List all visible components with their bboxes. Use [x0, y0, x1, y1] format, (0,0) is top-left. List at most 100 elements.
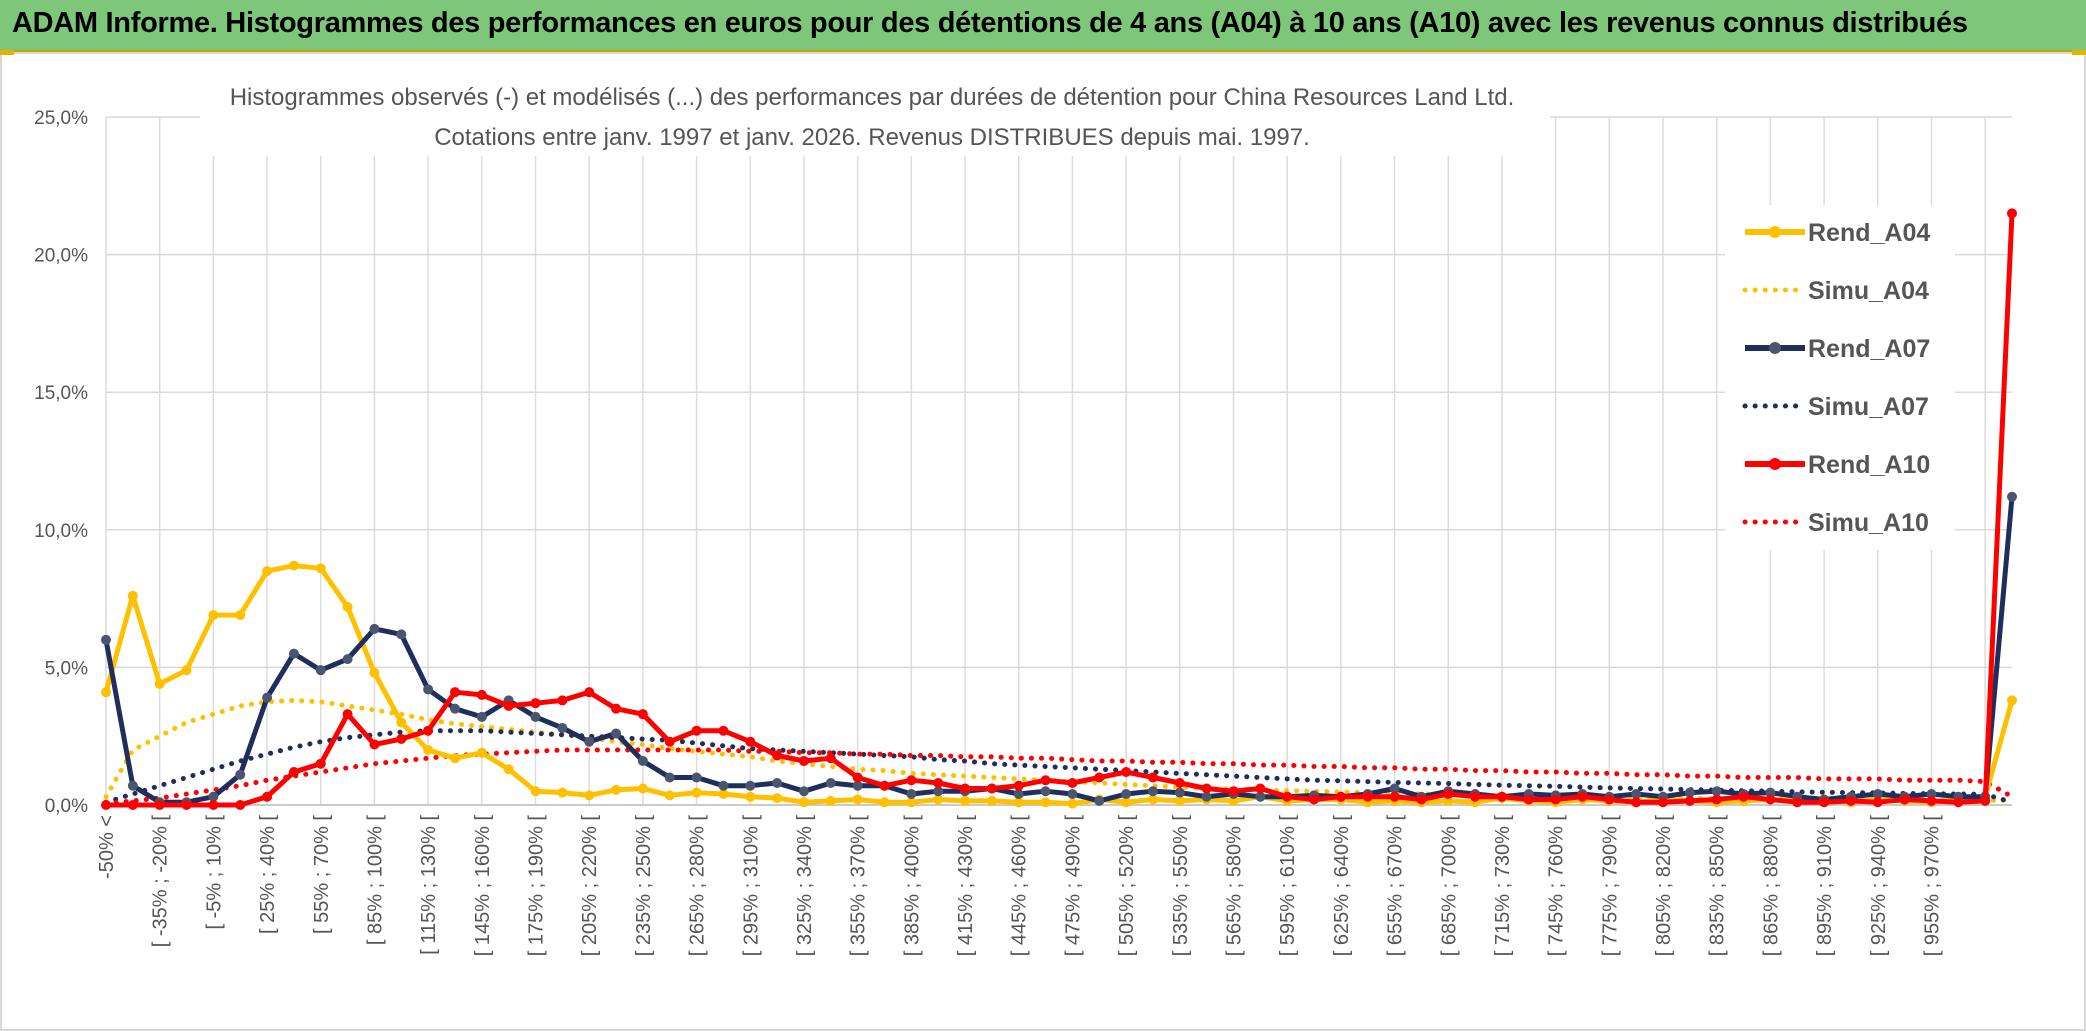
data-point-Rend_A07 [1174, 787, 1185, 798]
data-point-Rend_A07 [1040, 786, 1051, 797]
data-point-Rend_A10 [798, 755, 809, 766]
data-point-Rend_A10 [1926, 795, 1937, 806]
x-tick-label: [ 685% ; 700% [ [1438, 815, 1460, 957]
data-point-Rend_A10 [1899, 794, 1910, 805]
data-point-Rend_A10 [745, 736, 756, 747]
data-point-Rend_A10 [691, 725, 702, 736]
data-point-Rend_A04 [423, 744, 434, 755]
data-point-Rend_A10 [852, 772, 863, 783]
data-point-Rend_A04 [852, 794, 863, 805]
data-point-Rend_A04 [745, 791, 756, 802]
data-point-Rend_A10 [879, 780, 890, 791]
x-tick-label: [ 265% ; 280% [ [687, 815, 709, 957]
data-point-Rend_A07 [127, 780, 138, 791]
data-point-Rend_A07 [745, 780, 756, 791]
data-point-Rend_A10 [1470, 791, 1481, 802]
data-point-Rend_A10 [1845, 795, 1856, 806]
data-point-Rend_A10 [1255, 783, 1266, 794]
data-point-Rend_A07 [1684, 787, 1695, 798]
data-point-Rend_A10 [235, 800, 246, 810]
y-axis-ticks: 0,0% 5,0% 10,0% 15,0% 20,0% 25,0% [34, 108, 88, 817]
x-tick-label: [ -5% ; 10% [ [203, 815, 225, 930]
data-point-Rend_A10 [825, 753, 836, 764]
x-tick-label: [ 25% ; 40% [ [257, 815, 279, 934]
data-point-Rend_A07 [530, 711, 541, 722]
legend-marker-Rend_A10 [1769, 458, 1781, 470]
data-point-Rend_A10 [986, 783, 997, 794]
data-point-Rend_A10 [1416, 794, 1427, 805]
data-point-Rend_A07 [637, 755, 648, 766]
data-point-Rend_A04 [369, 667, 380, 678]
data-point-Rend_A07 [1389, 783, 1400, 794]
data-point-Rend_A07 [1872, 788, 1883, 799]
data-point-Rend_A10 [1013, 780, 1024, 791]
data-point-Rend_A10 [1953, 797, 1964, 808]
legend-label: Rend_A04 [1808, 219, 1930, 247]
data-point-Rend_A10 [1496, 791, 1507, 802]
x-tick-label: [ 235% ; 250% [ [633, 815, 655, 957]
data-point-Rend_A07 [1765, 787, 1776, 798]
data-point-Rend_A04 [262, 566, 273, 577]
data-point-Rend_A07 [262, 692, 273, 703]
data-point-Rend_A07 [235, 769, 246, 780]
data-point-Rend_A10 [664, 736, 675, 747]
data-point-Rend_A10 [1309, 794, 1320, 805]
x-tick-label: [ 955% ; 970% [ [1921, 815, 1943, 957]
data-point-Rend_A07 [1067, 788, 1078, 799]
data-point-Rend_A10 [1147, 772, 1158, 783]
data-point-Rend_A04 [101, 687, 111, 698]
data-point-Rend_A04 [396, 717, 407, 728]
data-point-Rend_A10 [1684, 795, 1695, 806]
chart-series [101, 208, 2017, 810]
data-point-Rend_A10 [1282, 791, 1293, 802]
data-point-Rend_A07 [101, 634, 111, 645]
data-point-Rend_A10 [476, 689, 487, 700]
x-tick-label: [ 835% ; 850% [ [1707, 815, 1729, 957]
data-point-Rend_A04 [1067, 798, 1078, 809]
data-point-Rend_A04 [1147, 794, 1158, 805]
x-tick-label: [ 565% ; 580% [ [1223, 815, 1245, 957]
legend-marker-Rend_A07 [1769, 342, 1781, 354]
data-point-Rend_A04 [449, 753, 460, 764]
data-point-Rend_A10 [530, 698, 541, 709]
y-tick-label: 25,0% [34, 108, 88, 129]
data-point-Rend_A10 [127, 800, 138, 810]
data-point-Rend_A07 [2007, 491, 2017, 502]
data-point-Rend_A04 [1174, 795, 1185, 806]
data-point-Rend_A10 [637, 709, 648, 720]
report-title: ADAM Informe. Histogrammes des performan… [12, 7, 1968, 39]
data-point-Rend_A04 [2007, 695, 2017, 706]
x-tick-label: [ 715% ; 730% [ [1492, 815, 1514, 957]
data-point-Rend_A04 [557, 787, 568, 798]
data-point-Rend_A10 [960, 783, 971, 794]
data-point-Rend_A04 [986, 795, 997, 806]
x-tick-label: [ 175% ; 190% [ [526, 815, 548, 957]
chart-title-background [200, 80, 1550, 156]
data-point-Rend_A07 [1711, 786, 1722, 797]
data-point-Rend_A04 [611, 784, 622, 795]
data-point-Rend_A04 [798, 797, 809, 808]
data-point-Rend_A10 [1577, 791, 1588, 802]
chart-subtitle: Cotations entre janv. 1997 et janv. 2026… [434, 124, 1310, 151]
data-point-Rend_A10 [423, 725, 434, 736]
x-tick-label: [ 415% ; 430% [ [955, 815, 977, 957]
data-point-Rend_A07 [1013, 788, 1024, 799]
y-tick-label: 15,0% [34, 383, 88, 404]
data-point-Rend_A10 [1228, 786, 1239, 797]
data-point-Rend_A07 [208, 791, 219, 802]
x-tick-label: [ 805% ; 820% [ [1653, 815, 1675, 957]
x-tick-label: [ 475% ; 490% [ [1062, 815, 1084, 957]
data-point-Rend_A04 [235, 610, 246, 621]
x-tick-label: [ 625% ; 640% [ [1331, 815, 1353, 957]
data-point-Rend_A07 [852, 780, 863, 791]
data-point-Rend_A10 [1362, 791, 1373, 802]
data-point-Rend_A10 [1040, 775, 1051, 786]
data-point-Rend_A07 [611, 728, 622, 739]
data-point-Rend_A04 [664, 790, 675, 801]
data-point-Rend_A10 [1174, 777, 1185, 788]
data-point-Rend_A10 [718, 725, 729, 736]
data-point-Rend_A07 [933, 786, 944, 797]
data-point-Rend_A04 [825, 795, 836, 806]
data-point-Rend_A10 [906, 775, 917, 786]
